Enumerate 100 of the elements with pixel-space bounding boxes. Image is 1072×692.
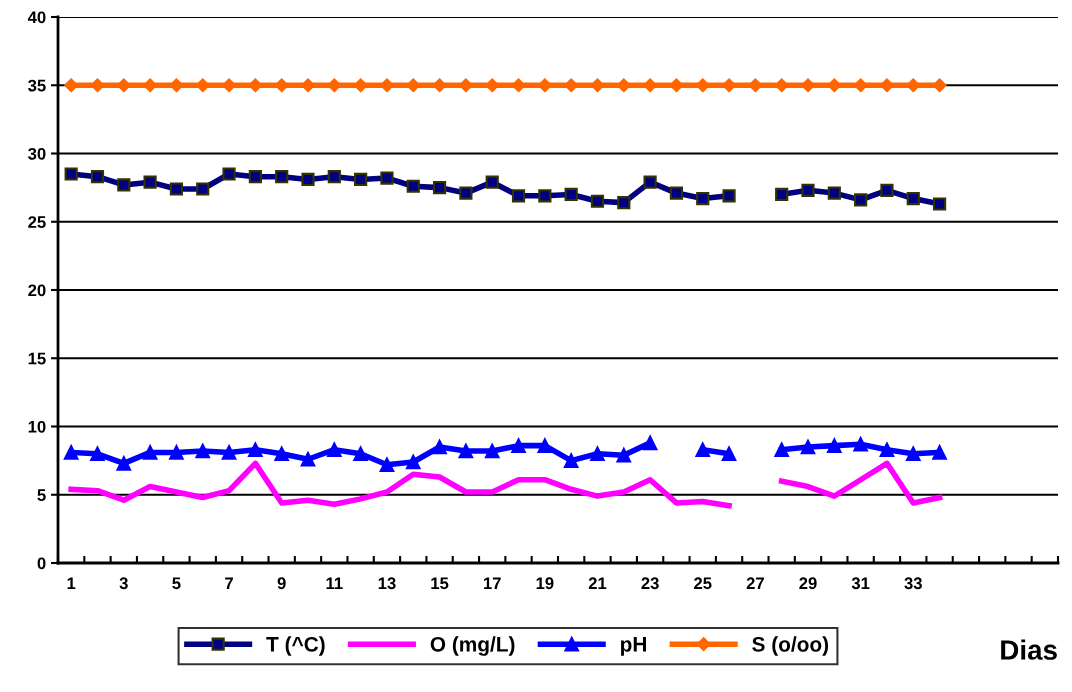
- x-tick-label: 5: [172, 577, 181, 590]
- point: [511, 438, 526, 453]
- x-tick-label: 25: [694, 577, 712, 590]
- point: [432, 78, 447, 93]
- point: [801, 78, 815, 93]
- point: [432, 181, 447, 195]
- point: [354, 172, 368, 187]
- point: [63, 445, 79, 460]
- point: [221, 445, 237, 460]
- point: [169, 445, 184, 460]
- point: [722, 189, 736, 203]
- point: [142, 445, 158, 460]
- x-tick-label: 27: [746, 577, 764, 589]
- point: [379, 457, 395, 473]
- x-axis-title: Dias: [1001, 639, 1057, 660]
- point: [669, 186, 684, 200]
- point: [116, 456, 132, 471]
- point: [406, 179, 420, 193]
- point: [695, 442, 711, 457]
- y-tick-label: 25: [28, 216, 46, 228]
- point: [117, 178, 131, 192]
- x-tick-label: 9: [277, 577, 286, 590]
- point: [485, 175, 499, 189]
- point: [274, 78, 289, 93]
- x-tick-label: 33: [904, 577, 922, 590]
- y-tick-label: 35: [28, 79, 46, 92]
- point: [274, 446, 289, 462]
- x-tick-label: 1: [67, 577, 76, 589]
- point: [827, 438, 842, 453]
- point: [880, 183, 894, 197]
- point: [563, 453, 579, 468]
- x-tick-label: 7: [225, 577, 233, 589]
- point: [643, 175, 657, 189]
- point: [90, 78, 105, 93]
- y-tick-label: 40: [27, 11, 46, 24]
- point: [800, 439, 816, 455]
- y-tick-label: 30: [28, 147, 46, 160]
- point: [616, 447, 632, 463]
- point: [511, 189, 526, 203]
- point: [696, 191, 710, 206]
- point: [459, 186, 473, 200]
- point: [406, 78, 421, 93]
- point: [300, 451, 316, 467]
- point: [222, 167, 236, 181]
- x-tick-label: 29: [799, 577, 817, 590]
- x-tick-label: 11: [326, 577, 343, 589]
- x-tick-label: 3: [119, 577, 128, 590]
- point: [905, 446, 921, 462]
- point: [695, 78, 710, 93]
- point: [195, 443, 211, 459]
- point: [196, 182, 210, 196]
- point: [90, 446, 105, 462]
- point: [932, 78, 947, 93]
- point: [222, 78, 236, 93]
- x-tick-label: 23: [641, 577, 659, 590]
- y-tick-label: 10: [28, 420, 46, 433]
- x-tick-label: 17: [483, 577, 501, 589]
- point: [564, 187, 578, 202]
- y-tick-label: 15: [28, 352, 46, 365]
- point: [327, 442, 342, 457]
- point: [906, 191, 920, 206]
- point: [880, 78, 894, 93]
- point: [511, 78, 526, 93]
- point: [353, 78, 368, 93]
- point: [458, 443, 474, 459]
- x-tick-label: 13: [378, 577, 396, 590]
- point: [484, 443, 500, 459]
- point: [854, 193, 868, 207]
- point: [827, 186, 841, 200]
- point: [301, 78, 315, 93]
- point: [143, 175, 157, 189]
- point: [801, 183, 815, 197]
- point: [380, 171, 394, 185]
- point: [327, 78, 342, 93]
- point: [932, 197, 947, 211]
- point: [590, 194, 605, 208]
- x-tick-label: 15: [431, 577, 449, 590]
- point: [590, 78, 605, 93]
- point: [906, 78, 921, 93]
- point: [64, 167, 78, 181]
- point: [775, 187, 789, 202]
- point: [275, 170, 289, 184]
- x-tick-label: 19: [536, 577, 554, 590]
- point: [169, 78, 184, 93]
- point: [774, 78, 789, 93]
- point: [879, 442, 895, 457]
- point: [248, 442, 263, 457]
- point: [853, 78, 868, 93]
- point: [590, 446, 605, 462]
- point: [195, 78, 210, 93]
- legend-label: O (mg/L): [430, 636, 515, 656]
- x-tick-label: 31: [851, 577, 870, 590]
- point: [169, 182, 184, 196]
- y-tick-label: 5: [37, 489, 46, 501]
- point: [827, 78, 842, 93]
- point: [617, 196, 631, 210]
- legend-label: T (^C): [266, 636, 325, 656]
- point: [853, 436, 868, 452]
- point: [353, 446, 368, 462]
- x-tick-label: 21: [588, 577, 607, 589]
